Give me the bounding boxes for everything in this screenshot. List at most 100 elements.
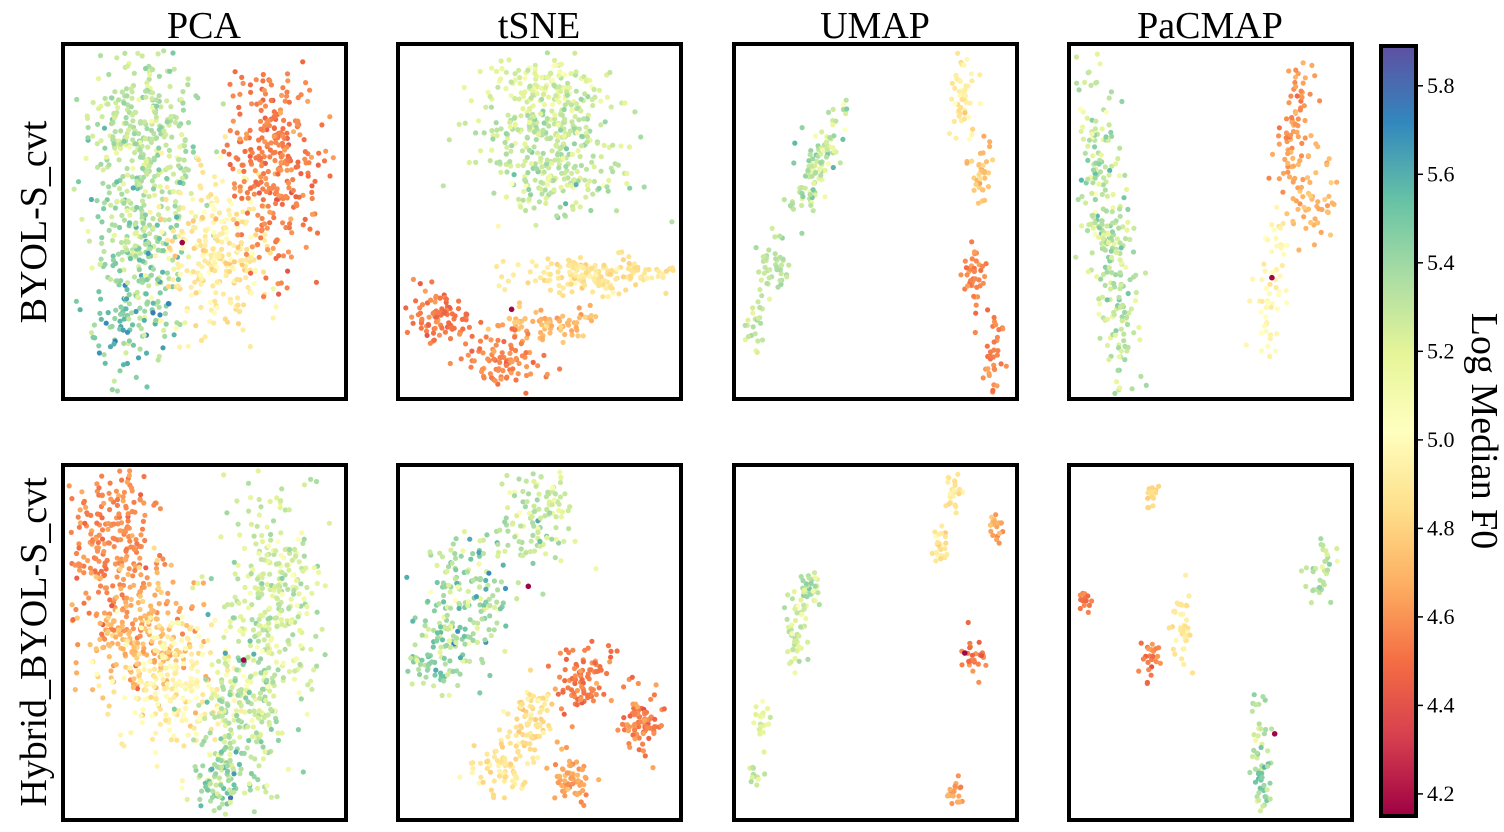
scatter-point (494, 127, 500, 133)
scatter-point (306, 160, 312, 166)
scatter-point (177, 179, 183, 186)
scatter-point (1265, 237, 1271, 243)
scatter-point (446, 137, 452, 143)
scatter-point (405, 668, 411, 674)
scatter-point (256, 190, 262, 196)
scatter-point (1136, 324, 1142, 330)
scatter-point (279, 569, 285, 576)
scatter-point (1278, 245, 1284, 251)
scatter-point (447, 360, 453, 367)
scatter-point (161, 48, 167, 54)
scatter-point (1127, 277, 1133, 283)
scatter-point (153, 730, 159, 736)
scatter-point (290, 187, 296, 194)
scatter-point (938, 556, 944, 562)
scatter-point (784, 274, 790, 280)
scatter-point (168, 113, 174, 120)
scatter-point (249, 617, 255, 623)
scatter-point (756, 269, 762, 275)
scatter-point (134, 204, 140, 210)
scatter-point (125, 172, 131, 178)
scatter-point (1116, 294, 1122, 300)
scatter-point (238, 703, 244, 709)
scatter-point (300, 540, 306, 547)
scatter-point (268, 794, 275, 800)
scatter-point (211, 320, 217, 326)
scatter-point (953, 510, 959, 516)
scatter-point (261, 221, 268, 227)
scatter-point (299, 530, 305, 536)
scatter-point (212, 298, 218, 304)
scatter-point (452, 597, 458, 604)
scatter-point (89, 265, 95, 271)
scatter-point (170, 579, 176, 585)
scatter-point (223, 217, 229, 223)
scatter-point (288, 619, 294, 626)
scatter-point (211, 174, 218, 180)
scatter-point (234, 276, 240, 282)
scatter-point (799, 202, 805, 209)
scatter-point (641, 270, 648, 276)
scatter-point (285, 586, 291, 592)
scatter-point (240, 209, 246, 215)
scatter-point (118, 239, 125, 246)
scatter-point (590, 191, 596, 197)
scatter-point (980, 280, 986, 286)
scatter-point (531, 548, 538, 554)
scatter-point (552, 686, 558, 692)
scatter-point (247, 674, 253, 680)
scatter-point (561, 106, 567, 113)
scatter-point (750, 310, 756, 316)
scatter-point (434, 630, 441, 636)
scatter-point (237, 111, 243, 117)
scatter-point (1106, 265, 1112, 271)
scatter-point (190, 585, 196, 591)
scatter-point (569, 328, 575, 334)
scatter-point (557, 204, 563, 210)
scatter-point (487, 672, 493, 679)
scatter-point (1276, 133, 1282, 139)
scatter-point (764, 280, 770, 286)
scatter-point (560, 285, 566, 291)
scatter-point (558, 474, 564, 481)
scatter-point (172, 671, 178, 677)
scatter-point (74, 575, 80, 581)
scatter-point (497, 359, 503, 365)
scatter-point (584, 139, 590, 145)
scatter-point (259, 227, 265, 233)
scatter-point (991, 366, 997, 372)
row-label-byol-s-cvt: BYOL-S_cvt (13, 120, 55, 323)
scatter-point (130, 342, 136, 348)
scatter-point (130, 137, 136, 143)
scatter-point (502, 139, 508, 146)
scatter-point (557, 469, 563, 475)
scatter-point (1073, 254, 1079, 260)
scatter-point (149, 136, 155, 142)
scatter-point (983, 159, 990, 165)
panel-byol-umap (732, 42, 1019, 401)
scatter-point (213, 290, 219, 296)
scatter-point (188, 658, 195, 664)
scatter-point (969, 239, 975, 245)
scatter-point (483, 104, 489, 110)
scatter-point (412, 642, 418, 648)
scatter-point (979, 263, 986, 269)
scatter-point (277, 505, 283, 511)
scatter-point (1080, 124, 1086, 130)
scatter-point (152, 647, 158, 654)
scatter-point (237, 136, 243, 142)
scatter-point (270, 679, 276, 685)
scatter-point (315, 162, 321, 168)
scatter-point (257, 732, 263, 738)
scatter-point (102, 145, 108, 151)
scatter-point (984, 343, 990, 349)
scatter-point (126, 301, 132, 307)
scatter-point (220, 684, 226, 690)
scatter-point (135, 668, 142, 674)
scatter-point (945, 479, 951, 485)
scatter-point (158, 104, 164, 110)
scatter-point (980, 150, 986, 156)
scatter-point (300, 769, 306, 775)
scatter-point (192, 710, 199, 716)
scatter-point (88, 330, 95, 336)
